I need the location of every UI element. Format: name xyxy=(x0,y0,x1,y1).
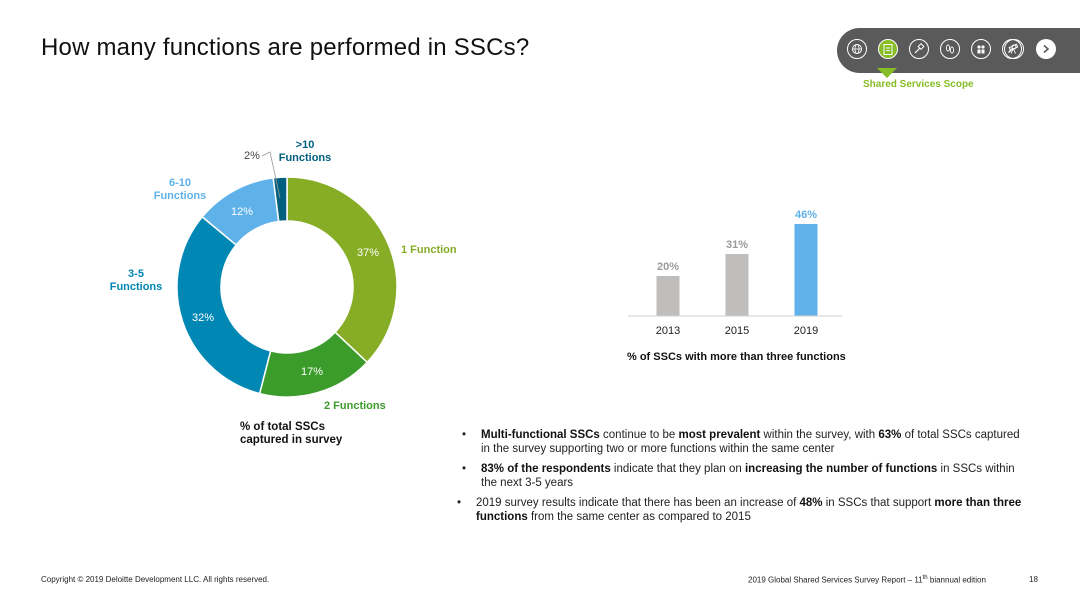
bullet-text: most prevalent xyxy=(678,429,761,441)
donut-pct-6-10-functions: 12% xyxy=(231,206,254,218)
bar-2013 xyxy=(656,276,680,316)
leader-line xyxy=(261,151,281,199)
active-section-pointer xyxy=(877,68,897,78)
key-findings-list: Multi-functional SSCs continue to be mos… xyxy=(457,428,1022,530)
bullet-text: 48% xyxy=(799,497,823,509)
label-line: Functions xyxy=(153,190,207,202)
bullet-text: more than three functions xyxy=(476,497,1022,523)
bar-2019 xyxy=(794,224,818,316)
bullet-text: Multi-functional SSCs xyxy=(481,429,600,441)
donut-chart xyxy=(176,176,398,398)
donut-label-3-5-functions: 3-5 Functions xyxy=(107,268,165,294)
clipboard-icon[interactable] xyxy=(878,39,898,59)
caption-line: captured in survey xyxy=(240,434,343,446)
donut-label-2-functions: 2 Functions xyxy=(324,400,386,412)
label-line: 3-5 xyxy=(128,268,144,280)
bar-value-label: 46% xyxy=(795,209,817,221)
bar-chart: 20% 2013 31% 2015 46% 2019 xyxy=(628,209,842,337)
label-line: 6-10 xyxy=(168,177,192,189)
finding-bullet: 2019 survey results indicate that there … xyxy=(457,496,1022,524)
finding-bullet: 83% of the respondents indicate that the… xyxy=(462,462,1022,490)
x-tick-label: 2013 xyxy=(656,325,680,337)
bullet-text: of total SSCs captured in the survey sup… xyxy=(481,429,1020,455)
bar-2015 xyxy=(725,254,749,316)
donut-pct-over-10-functions: 2% xyxy=(244,150,260,162)
bullet-text: continue to be xyxy=(599,429,679,441)
bar-value-label: 31% xyxy=(726,239,748,251)
bar-chart-title: % of SSCs with more than three functions xyxy=(627,351,846,363)
donut-label-1-function: 1 Function xyxy=(401,244,457,256)
footer-text: 2019 Global Shared Services Survey Repor… xyxy=(748,575,923,585)
donut-segment-1-function xyxy=(286,176,398,364)
bullet-text: 83% of the respondents xyxy=(481,463,611,475)
donut-segment--10-functions xyxy=(272,176,288,223)
globe-icon[interactable] xyxy=(847,39,867,59)
label-line: Functions xyxy=(278,152,332,164)
bullet-text: indicate that they plan on xyxy=(610,463,745,475)
gavel-icon[interactable] xyxy=(909,39,929,59)
copyright-text: Copyright © 2019 Deloitte Development LL… xyxy=(41,575,270,584)
finding-bullet: Multi-functional SSCs continue to be mos… xyxy=(462,428,1022,456)
telescope-icon[interactable] xyxy=(1004,39,1024,59)
x-tick-label: 2019 xyxy=(794,325,818,337)
page-number: 18 xyxy=(1029,575,1038,584)
footprints-icon[interactable] xyxy=(940,39,960,59)
footer-text: th xyxy=(922,575,928,581)
bullet-text: increasing the number of functions xyxy=(744,463,938,475)
donut-label-6-10-functions: 6-10 Functions xyxy=(150,177,210,203)
bullet-text: 2019 survey results indicate that there … xyxy=(476,497,800,509)
report-title-footer: 2019 Global Shared Services Survey Repor… xyxy=(748,575,986,585)
section-nav-bar xyxy=(837,28,1080,73)
bullet-text: in SSCs within the next 3-5 years xyxy=(481,463,1015,489)
chevron-right-icon[interactable] xyxy=(1036,39,1056,59)
active-section-label: Shared Services Scope xyxy=(863,79,974,90)
bar-value-label: 20% xyxy=(657,261,679,273)
caption-line: % of total SSCs xyxy=(240,421,325,433)
people-icon[interactable] xyxy=(971,39,991,59)
donut-pct-1-function: 37% xyxy=(357,247,380,259)
footer-text: biannual edition xyxy=(927,575,986,585)
bullet-text: in SSCs that support xyxy=(822,497,935,509)
donut-caption: % of total SSCs captured in survey xyxy=(240,421,342,447)
donut-label-over-10-functions: >10 Functions xyxy=(276,139,334,165)
label-line: >10 xyxy=(295,139,315,151)
x-tick-label: 2015 xyxy=(725,325,749,337)
page-title: How many functions are performed in SSCs… xyxy=(41,34,530,61)
donut-pct-2-functions: 17% xyxy=(301,366,324,378)
donut-pct-3-5-functions: 32% xyxy=(192,312,215,324)
bullet-text: from the same center as compared to 2015 xyxy=(527,511,751,523)
bullet-text: 63% xyxy=(878,429,902,441)
bullet-text: within the survey, with xyxy=(760,429,879,441)
label-line: Functions xyxy=(109,281,163,293)
donut-segment-3-5-functions xyxy=(176,215,272,395)
